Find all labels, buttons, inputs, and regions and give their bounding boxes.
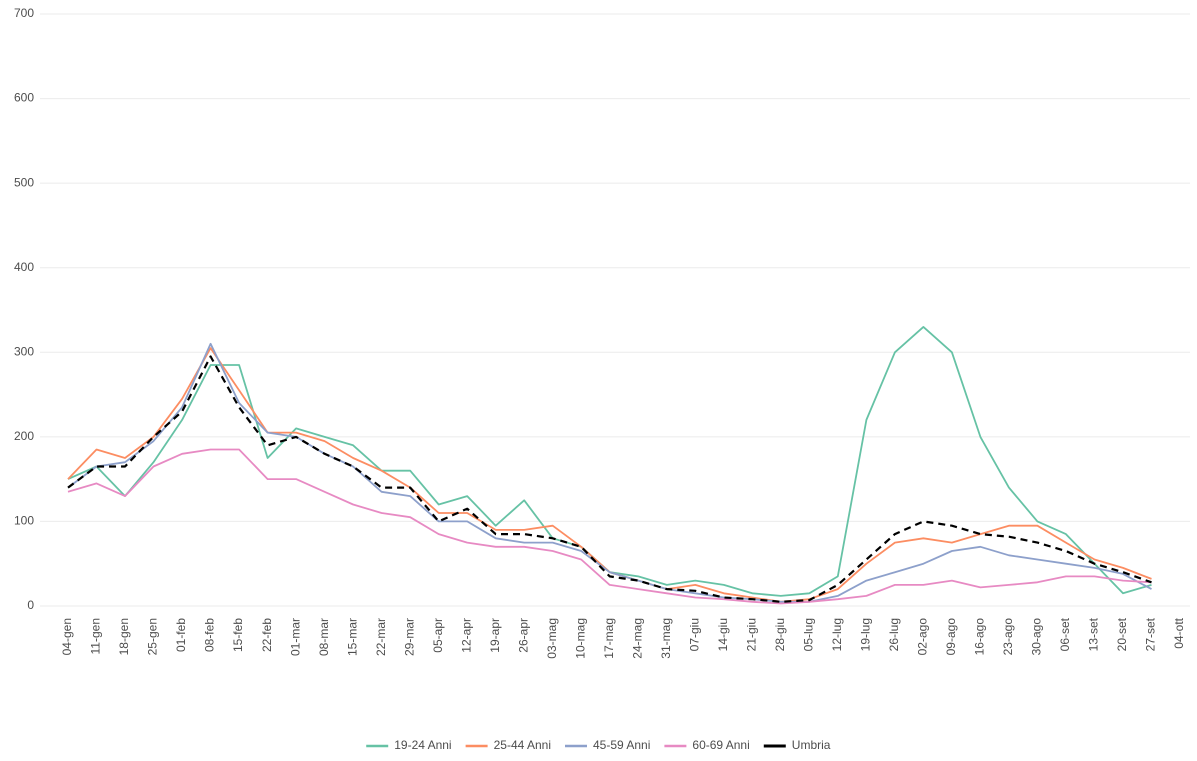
- series-line: [67, 355, 1152, 603]
- legend-label: 60-69 Anni: [692, 738, 749, 752]
- x-tick-label: 29-mar: [402, 618, 416, 656]
- x-tick-label: 16-ago: [973, 618, 987, 656]
- y-tick-label: 600: [14, 91, 34, 105]
- x-tick-label: 24-mag: [630, 618, 644, 659]
- x-tick-label: 19-apr: [488, 618, 502, 653]
- series-line: [67, 448, 1152, 605]
- x-tick-label: 14-giu: [716, 618, 730, 651]
- x-tick-label: 13-set: [1087, 617, 1101, 651]
- x-tick-label: 20-set: [1115, 617, 1129, 651]
- y-tick-label: 500: [14, 175, 34, 189]
- x-tick-label: 19-lug: [859, 618, 873, 651]
- x-tick-label: 21-giu: [744, 618, 758, 651]
- x-tick-label: 23-ago: [1001, 618, 1015, 656]
- series-line: [67, 342, 1152, 603]
- x-tick-label: 25-gen: [146, 618, 160, 655]
- legend-label: Umbria: [792, 738, 831, 752]
- x-tick-label: 26-lug: [887, 618, 901, 651]
- x-tick-label: 01-mar: [288, 618, 302, 656]
- x-tick-label: 17-mag: [602, 618, 616, 659]
- x-tick-label: 03-mag: [545, 618, 559, 659]
- y-tick-label: 400: [14, 260, 34, 274]
- x-tick-label: 05-apr: [431, 618, 445, 653]
- series-line: [67, 326, 1152, 597]
- x-tick-label: 07-giu: [687, 618, 701, 651]
- x-tick-label: 22-feb: [260, 618, 274, 652]
- x-tick-label: 28-giu: [773, 618, 787, 651]
- y-tick-label: 300: [14, 344, 34, 358]
- x-tick-label: 31-mag: [659, 618, 673, 659]
- x-tick-label: 30-ago: [1030, 618, 1044, 656]
- x-tick-label: 06-set: [1058, 617, 1072, 651]
- x-tick-label: 08-feb: [203, 618, 217, 652]
- x-tick-label: 22-mar: [374, 618, 388, 656]
- x-tick-label: 08-mar: [317, 618, 331, 656]
- x-tick-label: 27-set: [1144, 617, 1158, 651]
- x-tick-label: 02-ago: [916, 618, 930, 656]
- x-tick-label: 04-gen: [60, 618, 74, 655]
- x-tick-label: 12-apr: [459, 618, 473, 653]
- x-tick-label: 15-mar: [345, 618, 359, 656]
- x-tick-label: 10-mag: [573, 618, 587, 659]
- x-tick-label: 26-apr: [516, 618, 530, 653]
- x-tick-label: 01-feb: [174, 618, 188, 652]
- legend-label: 19-24 Anni: [394, 738, 451, 752]
- y-tick-label: 200: [14, 429, 34, 443]
- y-tick-label: 100: [14, 514, 34, 528]
- x-tick-label: 04-ott: [1172, 617, 1186, 648]
- x-tick-label: 15-feb: [231, 618, 245, 652]
- legend-label: 25-44 Anni: [494, 738, 551, 752]
- legend-label: 45-59 Anni: [593, 738, 650, 752]
- x-tick-label: 09-ago: [944, 618, 958, 656]
- x-tick-label: 18-gen: [117, 618, 131, 655]
- y-tick-label: 700: [14, 6, 34, 20]
- x-tick-label: 12-lug: [830, 618, 844, 651]
- y-tick-label: 0: [27, 598, 34, 612]
- x-tick-label: 05-lug: [802, 618, 816, 651]
- x-tick-label: 11-gen: [89, 618, 103, 654]
